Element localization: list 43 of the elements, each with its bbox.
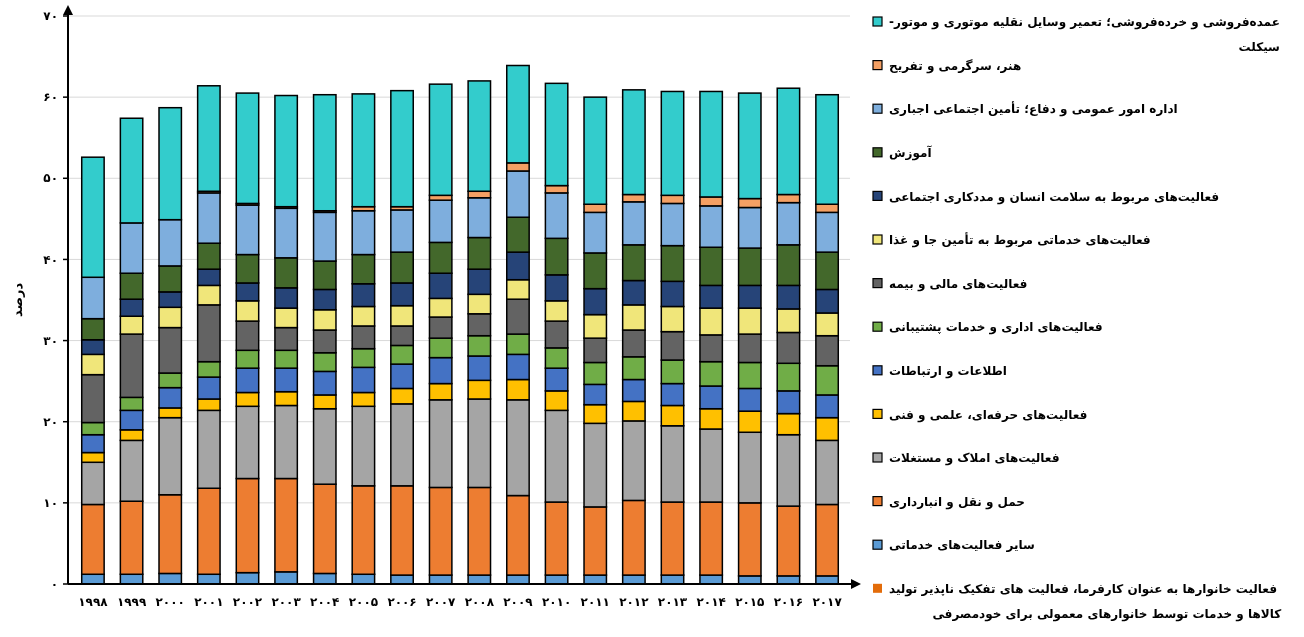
legend-label: اداره امور عمومی و دفاع؛ تأمین اجتماعی اجباری (889, 101, 1178, 118)
y-tick-label: ۲۰ (43, 414, 58, 429)
y-tick-label: ۶۰ (43, 90, 58, 105)
legend-label: عمده‌فروشی و خرده‌فروشی؛ تعمیر وسایل نقلیه موتوری و موتور-سیکلت (889, 15, 1280, 55)
x-tick-label: ۲۰۱۶ (773, 595, 804, 609)
y-tick-label: ۵۰ (43, 171, 58, 186)
x-tick-label: ۱۹۹۸ (78, 595, 109, 609)
y-tick-label: ۱۰ (43, 496, 58, 511)
x-tick-label: ۲۰۰۹ (503, 595, 534, 609)
legend-label: اطلاعات و ارتباطات (889, 364, 1007, 379)
legend-label: فعالیت خانوارها به عنوان کارفرما، فعالیت های تفکیک ناپذیر تولید کالاها و خدمات توسط خانوارهای معمولی برای خودمصرفی (889, 582, 1282, 622)
legend-label: فعالیت‌های اداری و خدمات پشتیبانی (889, 320, 1103, 336)
x-tick-label: ۱۹۹۹ (116, 595, 147, 609)
x-tick-label: ۲۰۰۰ (155, 595, 185, 609)
x-tick-label: ۲۰۰۳ (271, 595, 302, 609)
legend-label: فعالیت‌های مالی و بیمه (889, 276, 1028, 292)
x-tick-label: ۲۰۱۲ (619, 595, 650, 609)
y-tick-label: ۰ (50, 577, 58, 592)
x-tick-label: ۲۰۰۶ (387, 595, 417, 609)
y-tick-label: ۷۰ (43, 9, 58, 24)
legend-label: فعالیت‌های خدماتی مربوط به تأمین جا و غذا (889, 232, 1151, 249)
y-axis-title: درصد (10, 282, 25, 318)
x-tick-label: ۲۰۱۷ (812, 595, 843, 609)
x-tick-label: ۲۰۱۱ (580, 595, 610, 609)
legend-label: فعالیت‌های مربوط به سلامت انسان و مددکاری اجتماعی (889, 189, 1220, 205)
x-tick-label: ۲۰۱۰ (541, 595, 572, 609)
y-tick-label: ۳۰ (43, 333, 58, 348)
x-tick-label: ۲۰۰۲ (232, 595, 263, 609)
x-tick-label: ۲۰۰۷ (426, 595, 456, 609)
y-tick-label: ۴۰ (43, 252, 58, 267)
x-tick-label: ۲۰۱۵ (735, 595, 765, 609)
legend-label: آموزش (889, 145, 933, 161)
legend-label: فعالیت‌های املاک و مستغلات (889, 451, 1060, 467)
legend-label: سایر فعالیت‌های خدماتی (889, 538, 1035, 553)
x-tick-label: ۲۰۰۱ (194, 595, 224, 609)
x-tick-label: ۲۰۰۴ (310, 595, 340, 609)
x-tick-label: ۲۰۱۳ (657, 595, 688, 609)
x-tick-label: ۲۰۰۵ (348, 595, 379, 609)
legend-label: هنر، سرگرمی و تفریح (889, 58, 1022, 74)
legend-label: فعالیت‌های حرفه‌ای، علمی و فنی (889, 407, 1088, 423)
legend-label: حمل و نقل و انبارداری (889, 494, 1025, 510)
x-tick-label: ۲۰۰۸ (464, 595, 495, 609)
x-tick-label: ۲۰۱۴ (696, 595, 726, 609)
